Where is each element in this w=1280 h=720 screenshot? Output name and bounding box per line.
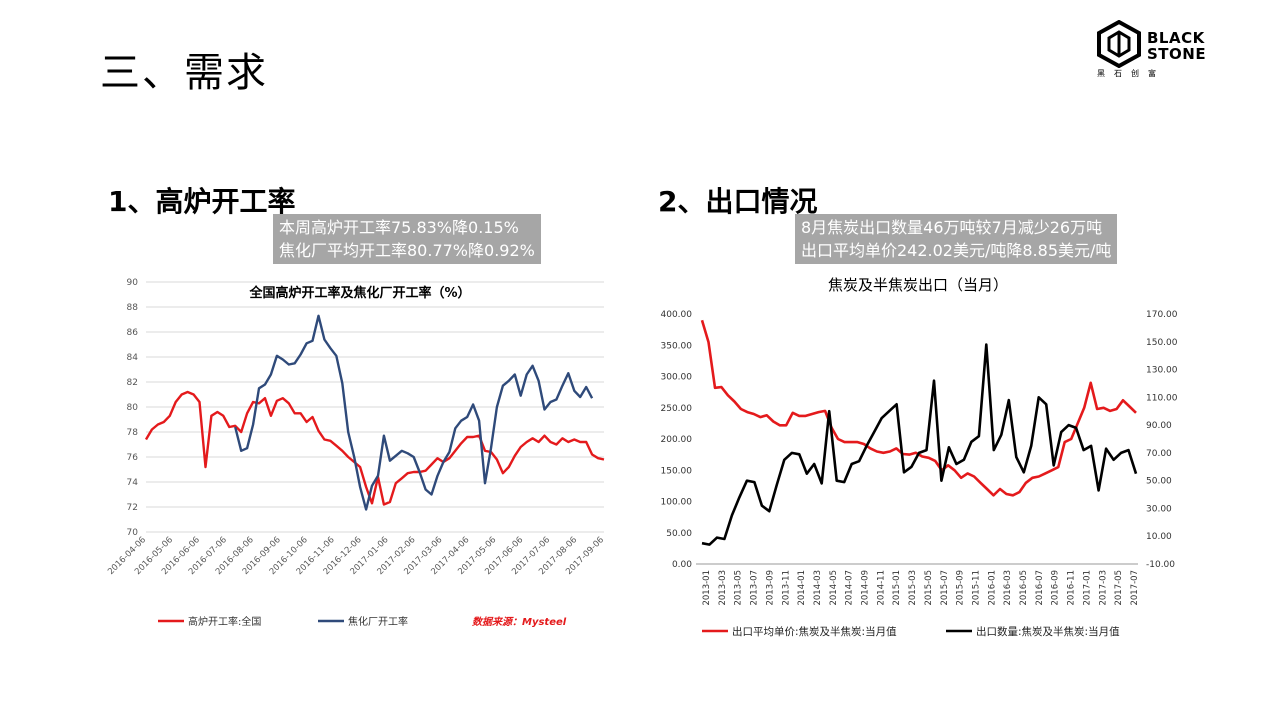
chart-2-y-left-tick: 50.00 (666, 529, 692, 539)
section-1-note-line-2: 焦化厂平均开工率80.77%降0.92% (279, 241, 535, 260)
chart-2-y-left-tick: 350.00 (661, 341, 693, 351)
chart-2-y-right-tick: 70.00 (1146, 449, 1172, 459)
chart-1-title: 全国高炉开工率及焦化厂开工率（%） (248, 285, 470, 301)
chart-1-y-tick: 72 (127, 503, 138, 513)
chart-2-x-tick: 2013-07 (750, 570, 760, 606)
chart-1-series-line-0 (144, 390, 605, 506)
chart-2-legend-label-1: 出口数量:焦炭及半焦炭:当月值 (976, 625, 1120, 638)
chart-2-x-tick: 2014-05 (829, 570, 839, 606)
chart-1-y-tick: 70 (127, 528, 139, 538)
logo-line2: STONE (1147, 45, 1207, 63)
chart-2-y-right-tick: -10.00 (1146, 560, 1175, 570)
chart-1-y-tick: 90 (127, 278, 139, 288)
chart-2-y-right-tick: 90.00 (1146, 421, 1172, 431)
page-title: 三、需求 (100, 50, 268, 96)
section-2-note-line-1: 8月焦炭出口数量46万吨较7月减少26万吨 (801, 218, 1103, 237)
chart-2-x-tick: 2013-03 (718, 570, 728, 606)
chart-2-y-left-tick: 250.00 (661, 404, 693, 414)
chart-2-x-tick: 2014-09 (861, 570, 871, 606)
hexagon-logo-icon (1097, 20, 1141, 68)
chart-1-blast-furnace: 全国高炉开工率及焦化厂开工率（%） 70 72 74 76 78 80 82 84 86 88 90… (106, 278, 606, 628)
chart-2-y-right-tick: 150.00 (1146, 338, 1178, 348)
chart-1-legend-label-1: 焦化厂开工率 (348, 615, 408, 628)
chart-2-x-tick: 2013-05 (734, 570, 744, 606)
chart-2-x-tick: 2017-07 (1130, 570, 1140, 606)
chart-2-x-tick: 2016-03 (1003, 570, 1013, 606)
logo-line1: BLACK (1147, 29, 1205, 47)
section-1-note-line-1: 本周高炉开工率75.83%降0.15% (279, 218, 519, 237)
section-2-title: 2、出口情况 (658, 185, 818, 218)
chart-2-y-right-tick: 110.00 (1146, 393, 1178, 403)
chart-2-y-left-tick: 150.00 (661, 466, 693, 476)
section-1-title: 1、高炉开工率 (108, 185, 296, 218)
chart-2-x-tick: 2014-03 (813, 570, 823, 606)
chart-1-y-tick: 76 (127, 453, 139, 463)
chart-2-y-right-tick: 130.00 (1146, 366, 1178, 376)
chart-2-x-tick: 2014-01 (797, 570, 807, 606)
chart-2-title: 焦炭及半焦炭出口（当月） (828, 276, 1008, 294)
chart-1-y-tick: 80 (127, 403, 139, 413)
chart-2-y-left-tick: 300.00 (661, 373, 693, 383)
chart-2-x-tick: 2013-11 (781, 570, 791, 606)
chart-2-x-tick: 2016-05 (1019, 570, 1029, 606)
logo-sub: 黑石创富 (1097, 69, 1165, 78)
chart-2-x-tick: 2016-09 (1051, 570, 1061, 606)
chart-2-x-tick: 2014-11 (876, 570, 886, 606)
chart-2-y-right-tick: 30.00 (1146, 504, 1172, 514)
chart-2-x-tick: 2017-01 (1082, 570, 1092, 606)
chart-1-source-note: 数据来源：Mysteel (472, 616, 567, 628)
chart-2-coke-export: 焦炭及半焦炭出口（当月） 0.00 50.00 100.00 150.00 200.00… (661, 276, 1178, 638)
chart-2-x-tick: 2016-01 (987, 570, 997, 606)
chart-2-x-tick: 2014-07 (845, 570, 855, 606)
chart-1-series-line-1 (234, 314, 594, 511)
chart-2-y-right-tick: 50.00 (1146, 477, 1172, 487)
chart-1-y-tick: 78 (127, 428, 139, 438)
chart-2-legend-label-0: 出口平均单价:焦炭及半焦炭:当月值 (732, 625, 897, 638)
chart-1-y-tick: 86 (127, 328, 139, 338)
chart-2-x-tick: 2013-09 (765, 570, 775, 606)
chart-2-y-left-tick: 100.00 (661, 498, 693, 508)
chart-2-x-tick: 2017-05 (1114, 570, 1124, 606)
section-1-note: 本周高炉开工率75.83%降0.15% 焦化厂平均开工率80.77%降0.92% (273, 214, 541, 264)
chart-1-y-tick: 82 (127, 378, 138, 388)
chart-2-x-tick: 2015-05 (924, 570, 934, 606)
chart-2-x-tick: 2015-01 (892, 570, 902, 606)
chart-2-y-left-tick: 400.00 (661, 310, 693, 320)
chart-2-series-line-1 (701, 343, 1138, 546)
chart-1-y-tick: 74 (127, 478, 139, 488)
chart-2-x-tick: 2017-03 (1098, 570, 1108, 606)
chart-2-x-tick: 2015-07 (940, 570, 950, 606)
chart-2-y-right-tick: 10.00 (1146, 532, 1172, 542)
chart-2-x-tick: 2015-09 (956, 570, 966, 606)
logo: BLACK STONE 黑石创富 (1095, 20, 1215, 80)
chart-2-x-tick: 2015-03 (908, 570, 918, 606)
chart-2-x-tick: 2015-11 (971, 570, 981, 606)
section-2-note-line-2: 出口平均单价242.02美元/吨降8.85美元/吨 (801, 241, 1112, 260)
chart-2-x-tick: 2016-11 (1067, 570, 1077, 606)
chart-2-y-right-tick: 170.00 (1146, 310, 1178, 320)
chart-1-legend-label-0: 高炉开工率:全国 (188, 615, 261, 628)
chart-2-y-left-tick: 200.00 (661, 435, 693, 445)
section-2-note: 8月焦炭出口数量46万吨较7月减少26万吨 出口平均单价242.02美元/吨降8… (795, 214, 1118, 264)
chart-2-y-left-tick: 0.00 (672, 560, 692, 570)
chart-2-x-tick: 2016-07 (1035, 570, 1045, 606)
chart-1-y-tick: 88 (127, 303, 139, 313)
chart-1-y-tick: 84 (127, 353, 139, 363)
chart-2-x-tick: 2013-01 (702, 570, 712, 606)
chart-2-series-line-0 (700, 319, 1137, 497)
